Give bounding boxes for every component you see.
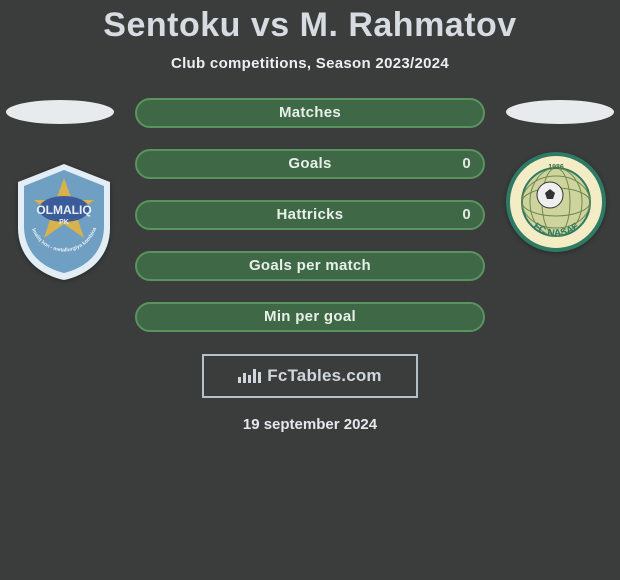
page-title: Sentoku vs M. Rahmatov — [0, 0, 620, 45]
olmaliq-crest-icon: OLMALIQ PK Olmaliq kon - metallurgiya ko… — [14, 162, 114, 282]
stat-label: Goals — [288, 155, 331, 172]
ellipse-left — [6, 100, 114, 124]
stat-label: Matches — [279, 104, 341, 121]
stat-bar-matches: Matches — [135, 98, 485, 128]
stat-label: Hattricks — [277, 206, 344, 223]
club-badge-right: 1986 FC NASAF — [502, 152, 610, 252]
date-text: 19 september 2024 — [0, 416, 620, 433]
svg-text:PK: PK — [59, 219, 69, 226]
page-subtitle: Club competitions, Season 2023/2024 — [0, 55, 620, 72]
stat-bar-goals-per-match: Goals per match — [135, 251, 485, 281]
ellipse-right — [506, 100, 614, 124]
comparison-stage: OLMALIQ PK Olmaliq kon - metallurgiya ko… — [0, 98, 620, 433]
stat-bar-goals: Goals 0 — [135, 149, 485, 179]
brand-mini-chart-icon — [238, 369, 261, 383]
stat-label: Min per goal — [264, 308, 356, 325]
brand-text: FcTables.com — [267, 366, 382, 386]
crest-left-text: OLMALIQ — [36, 203, 91, 217]
nasaf-crest-icon: 1986 FC NASAF — [506, 152, 606, 252]
stat-label: Goals per match — [249, 257, 371, 274]
svg-text:1986: 1986 — [548, 164, 564, 171]
stat-value-right: 0 — [462, 202, 471, 228]
brand-box: FcTables.com — [202, 354, 418, 398]
stat-bar-min-per-goal: Min per goal — [135, 302, 485, 332]
stat-value-right: 0 — [462, 151, 471, 177]
club-badge-left: OLMALIQ PK Olmaliq kon - metallurgiya ko… — [10, 162, 118, 282]
stat-bar-hattricks: Hattricks 0 — [135, 200, 485, 230]
stat-bars: Matches Goals 0 Hattricks 0 Goals per ma… — [135, 98, 485, 332]
